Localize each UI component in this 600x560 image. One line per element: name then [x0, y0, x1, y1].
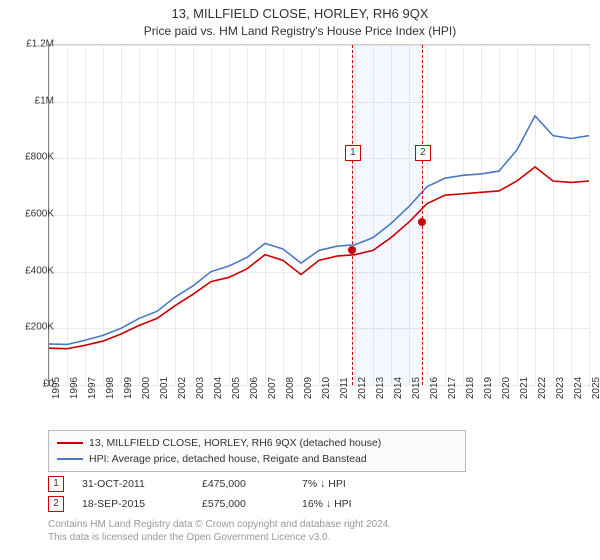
x-axis-label: 1995: [51, 377, 62, 399]
x-axis-label: 2007: [267, 377, 278, 399]
hpi-line: [49, 116, 589, 345]
sale-badge: 2: [48, 496, 64, 512]
event-badge: 1: [345, 145, 361, 161]
y-axis-label: £1M: [35, 95, 54, 106]
x-axis-label: 1998: [105, 377, 116, 399]
sale-date: 31-OCT-2011: [82, 478, 202, 490]
x-axis-label: 2005: [231, 377, 242, 399]
x-axis-label: 2024: [573, 377, 584, 399]
x-axis-label: 2004: [213, 377, 224, 399]
x-axis-label: 2006: [249, 377, 260, 399]
x-axis-label: 2008: [285, 377, 296, 399]
sale-price: £575,000: [202, 498, 302, 510]
table-row: 2 18-SEP-2015 £575,000 16% ↓ HPI: [48, 494, 442, 514]
x-axis-label: 2022: [537, 377, 548, 399]
chart-plot-area: 12: [48, 44, 590, 386]
x-axis-label: 2017: [447, 377, 458, 399]
sale-table: 1 31-OCT-2011 £475,000 7% ↓ HPI 2 18-SEP…: [48, 474, 442, 514]
chart-lines: [49, 45, 589, 385]
legend: 13, MILLFIELD CLOSE, HORLEY, RH6 9QX (de…: [48, 430, 466, 472]
x-axis-label: 2001: [159, 377, 170, 399]
footer-line: Contains HM Land Registry data © Crown c…: [48, 518, 391, 531]
price-paid-line: [49, 167, 589, 349]
x-axis-label: 2018: [465, 377, 476, 399]
x-axis-label: 2021: [519, 377, 530, 399]
y-axis-label: £400K: [25, 265, 54, 276]
x-axis-label: 1999: [123, 377, 134, 399]
x-axis-label: 2010: [321, 377, 332, 399]
legend-text: 13, MILLFIELD CLOSE, HORLEY, RH6 9QX (de…: [89, 437, 381, 449]
footer-line: This data is licensed under the Open Gov…: [48, 531, 391, 544]
sale-badge: 1: [48, 476, 64, 492]
gridline-vertical: [589, 45, 590, 385]
chart-subtitle: Price paid vs. HM Land Registry's House …: [0, 24, 600, 38]
x-axis-label: 2020: [501, 377, 512, 399]
x-axis-label: 2013: [375, 377, 386, 399]
x-axis-label: 2000: [141, 377, 152, 399]
x-axis-label: 2011: [339, 377, 350, 399]
x-axis-label: 2003: [195, 377, 206, 399]
x-axis-label: 2016: [429, 377, 440, 399]
y-axis-label: £1.2M: [26, 39, 54, 50]
legend-swatch: [57, 458, 83, 460]
legend-swatch: [57, 442, 83, 444]
x-axis-label: 1997: [87, 377, 98, 399]
x-axis-label: 2015: [411, 377, 422, 399]
x-axis-label: 2019: [483, 377, 494, 399]
y-axis-label: £600K: [25, 209, 54, 220]
sale-marker-dot: [418, 218, 426, 226]
x-axis-label: 1996: [69, 377, 80, 399]
x-axis-label: 2023: [555, 377, 566, 399]
legend-text: HPI: Average price, detached house, Reig…: [89, 453, 367, 465]
x-axis-label: 2025: [591, 377, 600, 399]
event-line: [422, 45, 423, 385]
x-axis-label: 2002: [177, 377, 188, 399]
x-axis-label: 2014: [393, 377, 404, 399]
chart-title: 13, MILLFIELD CLOSE, HORLEY, RH6 9QX: [0, 6, 600, 21]
legend-item: HPI: Average price, detached house, Reig…: [57, 451, 457, 467]
y-axis-label: £800K: [25, 152, 54, 163]
sale-price: £475,000: [202, 478, 302, 490]
sale-hpi-delta: 7% ↓ HPI: [302, 478, 442, 490]
y-axis-label: £200K: [25, 322, 54, 333]
x-axis-label: 2012: [357, 377, 368, 399]
legend-item: 13, MILLFIELD CLOSE, HORLEY, RH6 9QX (de…: [57, 435, 457, 451]
sale-hpi-delta: 16% ↓ HPI: [302, 498, 442, 510]
event-badge: 2: [415, 145, 431, 161]
table-row: 1 31-OCT-2011 £475,000 7% ↓ HPI: [48, 474, 442, 494]
x-axis-label: 2009: [303, 377, 314, 399]
sale-date: 18-SEP-2015: [82, 498, 202, 510]
sale-marker-dot: [348, 246, 356, 254]
event-line: [352, 45, 353, 385]
footer-attribution: Contains HM Land Registry data © Crown c…: [48, 518, 391, 544]
